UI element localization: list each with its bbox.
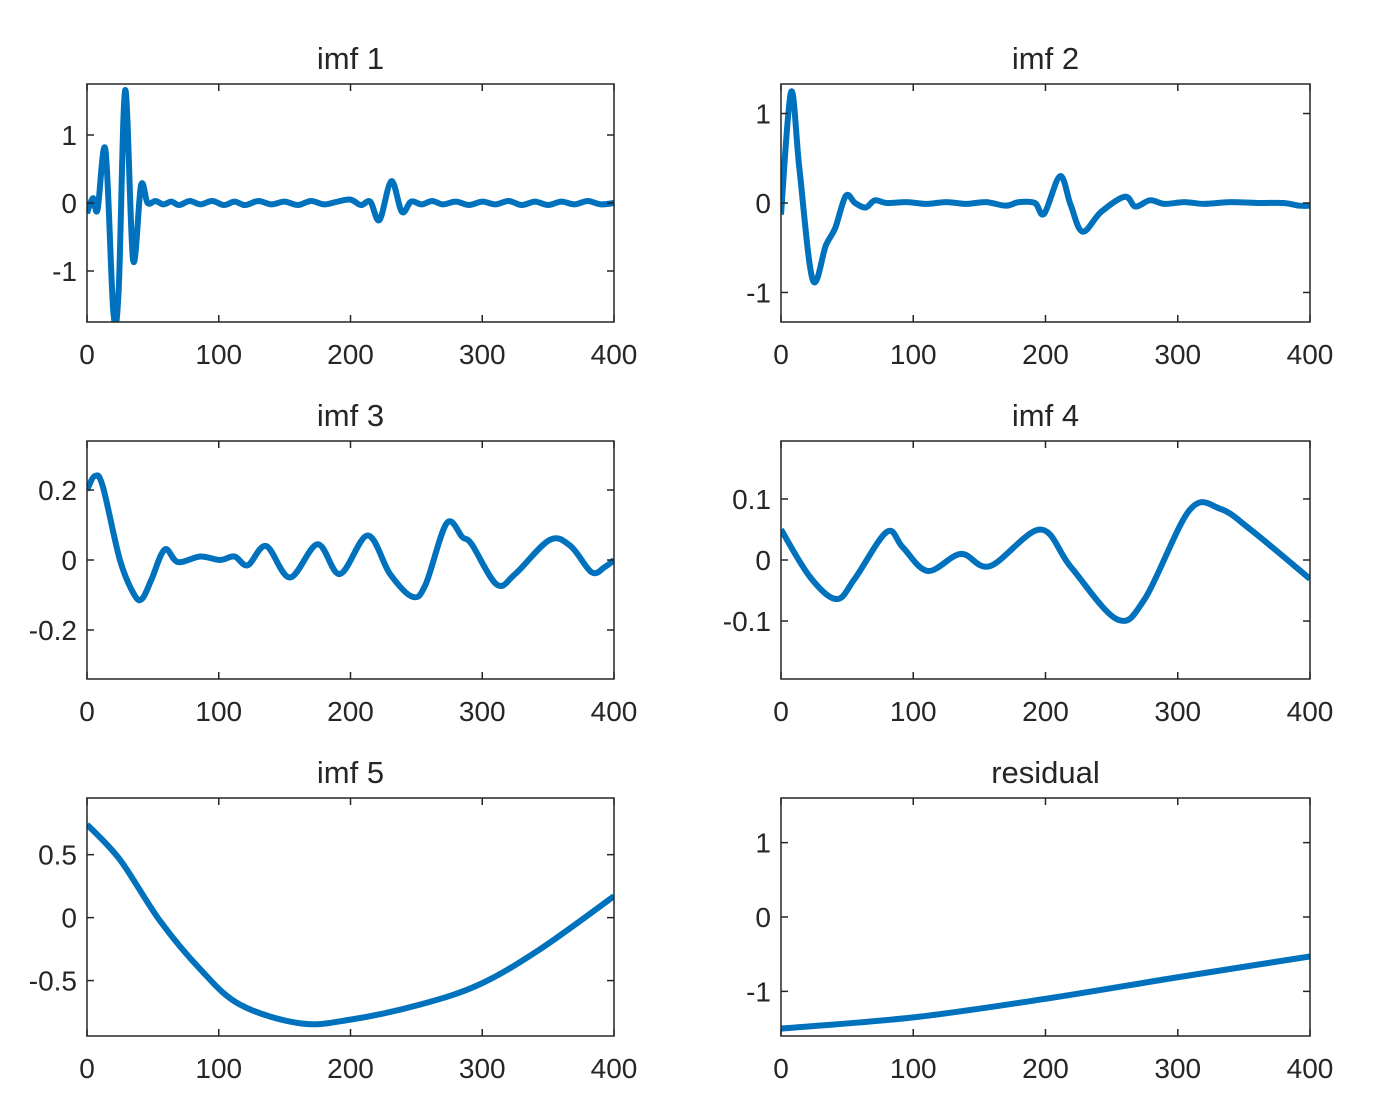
subplot-6: 0 100 200 300 400 -1 0 1 residual [746, 755, 1333, 1084]
x-tick-label: 0 [79, 696, 95, 727]
y-tick-label: 0.1 [732, 484, 771, 515]
x-tick-label: 100 [890, 1053, 937, 1084]
x-tick-label: 300 [1154, 339, 1201, 370]
y-tick-label: 0.2 [38, 475, 77, 506]
subplot-title: residual [991, 755, 1100, 790]
axes-box [780, 440, 1311, 680]
x-tick-label: 100 [195, 339, 242, 370]
x-tick-label: 300 [459, 1053, 506, 1084]
x-tick-label: 400 [1287, 339, 1334, 370]
y-tick-label: 0 [755, 188, 771, 219]
x-tick-label: 200 [1022, 1053, 1069, 1084]
axes-box [86, 797, 615, 1037]
x-tick-label: 100 [890, 339, 937, 370]
x-tick-label: 400 [1287, 1053, 1334, 1084]
x-tick-label: 200 [327, 696, 374, 727]
x-tick-label: 400 [591, 339, 638, 370]
y-tick-label: 0 [61, 188, 77, 219]
y-tick-label: 1 [755, 828, 771, 859]
x-tick-label: 400 [591, 1053, 638, 1084]
subplot-title: imf 2 [1012, 41, 1079, 76]
y-tick-label: 0 [61, 903, 77, 934]
series-line [781, 88, 1310, 286]
subplot-title: imf 5 [317, 755, 384, 790]
y-tick-label: 0.5 [38, 840, 77, 871]
x-tick-label: 100 [890, 696, 937, 727]
y-tick-label: -1 [52, 256, 77, 287]
x-tick-label: 100 [195, 1053, 242, 1084]
subplot-1: 0 100 200 300 400 -1 0 1 imf 1 [52, 41, 637, 370]
x-tick-label: 300 [459, 696, 506, 727]
x-tick-label: 400 [591, 696, 638, 727]
series-line [781, 499, 1310, 624]
x-tick-label: 0 [79, 339, 95, 370]
x-tick-label: 300 [459, 339, 506, 370]
x-tick-label: 0 [773, 696, 789, 727]
x-tick-label: 300 [1154, 1053, 1201, 1084]
x-tick-label: 200 [327, 1053, 374, 1084]
series-line [781, 953, 1310, 1032]
subplot-title: imf 3 [317, 398, 384, 433]
subplot-3: 0 100 200 300 400 -0.2 0 0.2 imf 3 [29, 398, 638, 727]
series-line [87, 472, 614, 604]
subplot-5: 0 100 200 300 400 -0.5 0 0.5 imf 5 [29, 755, 638, 1084]
subplot-4: 0 100 200 300 400 -0.1 0 0.1 imf 4 [723, 398, 1334, 727]
x-tick-label: 200 [1022, 696, 1069, 727]
x-tick-label: 200 [327, 339, 374, 370]
y-tick-label: 1 [755, 99, 771, 130]
y-tick-label: -0.5 [29, 966, 77, 997]
y-tick-label: -1 [746, 277, 771, 308]
y-tick-label: -0.2 [29, 615, 77, 646]
subplot-title: imf 4 [1012, 398, 1079, 433]
y-tick-label: -0.1 [723, 606, 771, 637]
series-line [87, 87, 614, 322]
x-tick-label: 0 [773, 1053, 789, 1084]
x-tick-label: 100 [195, 696, 242, 727]
subplot-title: imf 1 [317, 41, 384, 76]
x-tick-label: 300 [1154, 696, 1201, 727]
y-tick-label: -1 [746, 976, 771, 1007]
y-tick-label: 0 [755, 545, 771, 576]
y-tick-label: 1 [61, 120, 77, 151]
y-tick-label: 0 [755, 902, 771, 933]
x-tick-label: 200 [1022, 339, 1069, 370]
x-tick-label: 400 [1287, 696, 1334, 727]
series-line [87, 822, 614, 1028]
y-tick-label: 0 [61, 545, 77, 576]
x-tick-label: 0 [773, 339, 789, 370]
x-tick-label: 0 [79, 1053, 95, 1084]
